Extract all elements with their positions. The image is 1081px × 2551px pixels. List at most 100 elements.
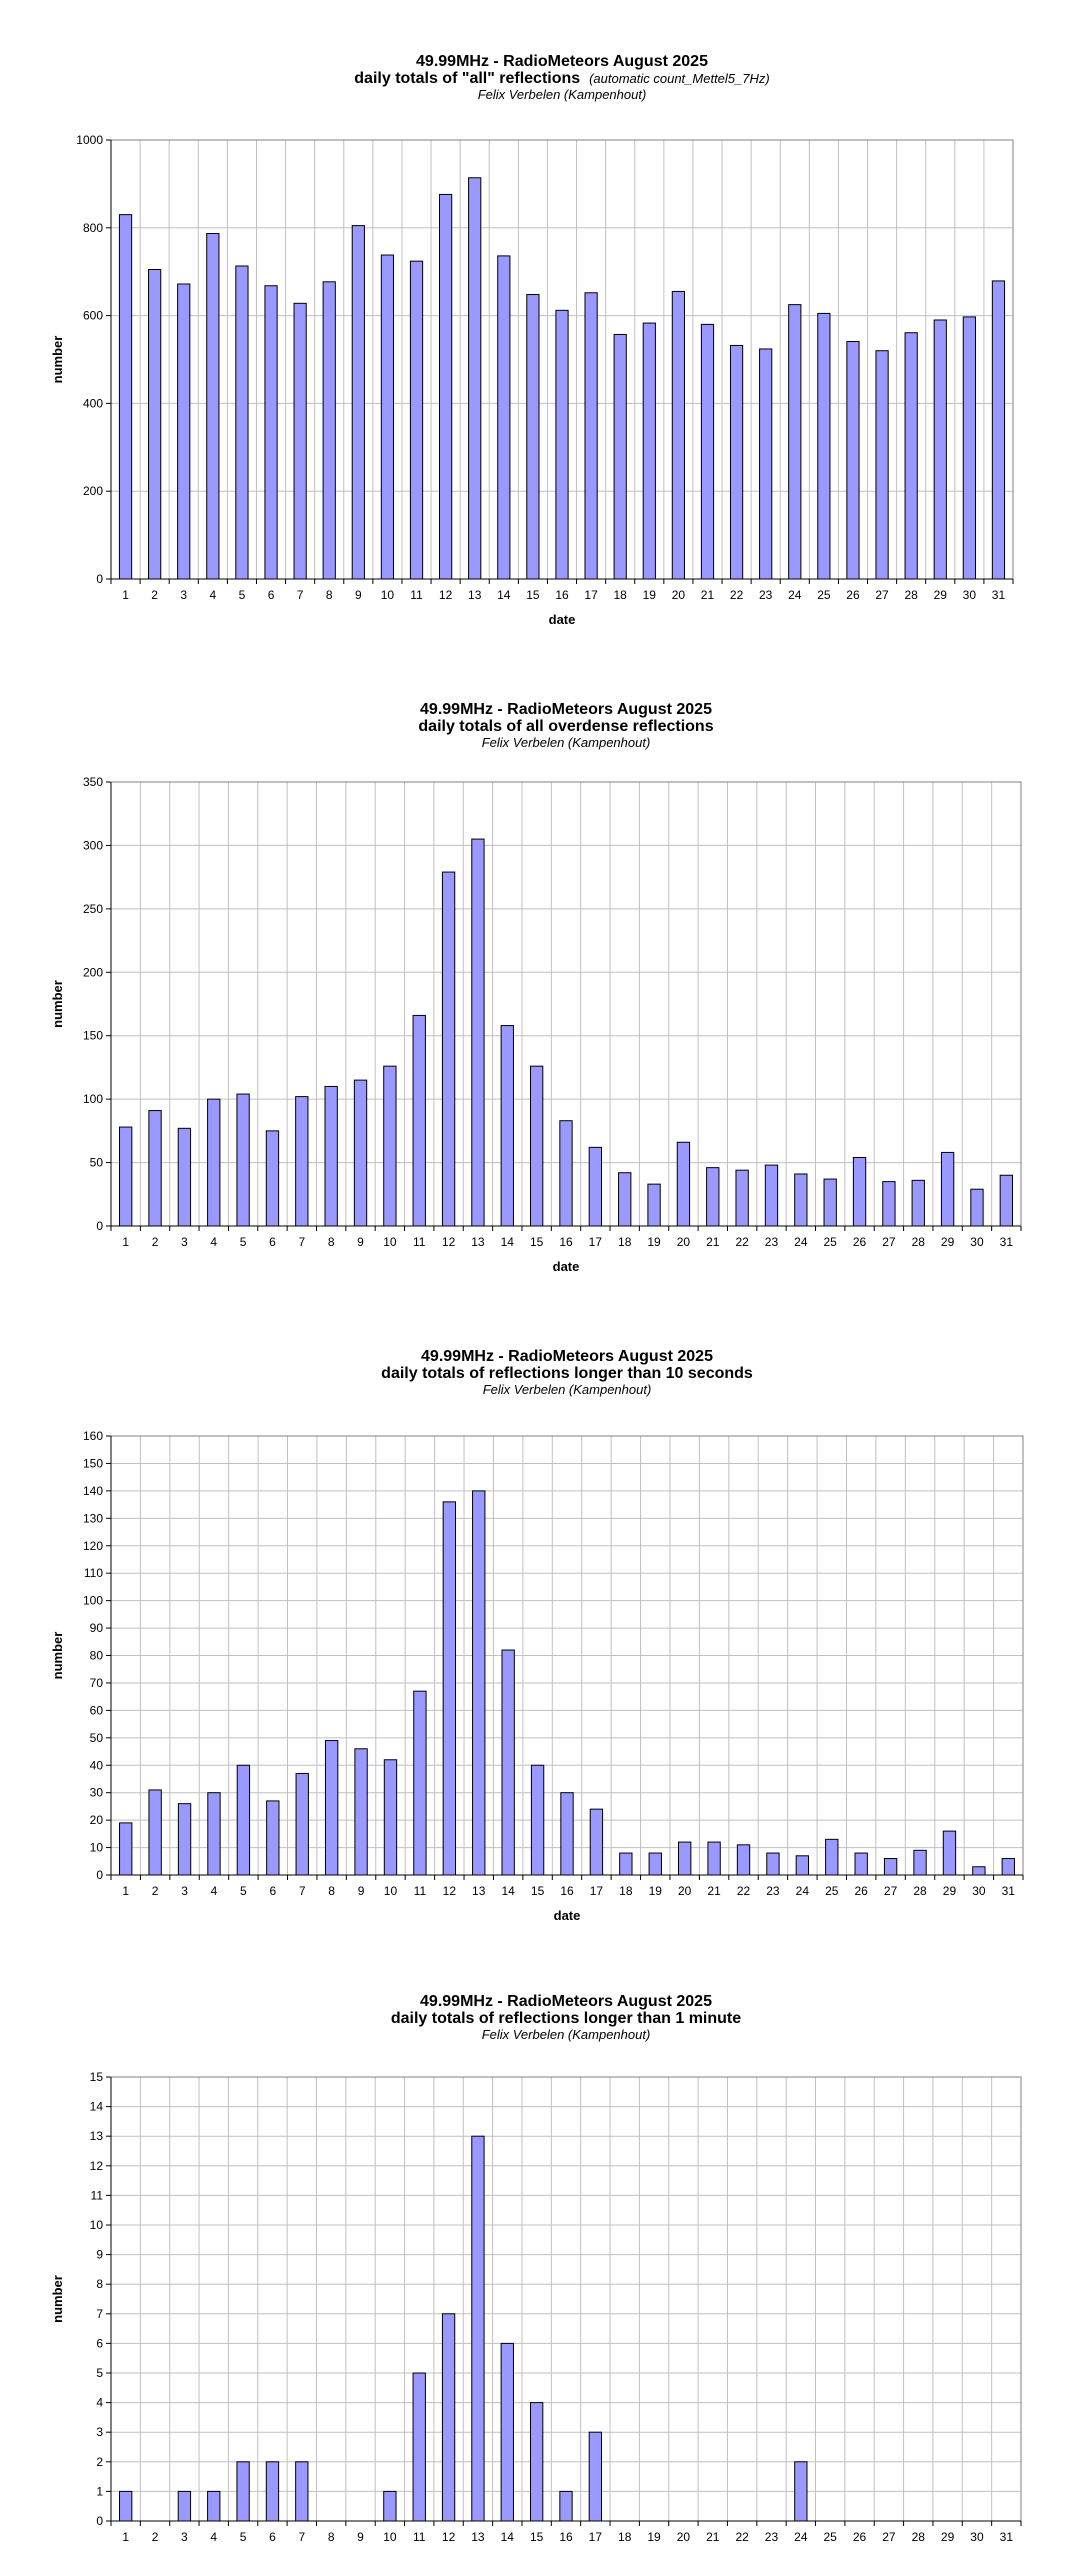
bar-6 <box>266 1800 280 1876</box>
bar-25 <box>825 1838 839 1876</box>
x-tick-label: 30 <box>963 588 977 602</box>
x-tick-label: 16 <box>560 1884 574 1898</box>
y-tick-label: 70 <box>90 1676 104 1690</box>
x-tick-label: 8 <box>326 588 333 602</box>
bar-1 <box>119 1126 133 1227</box>
bar-10 <box>380 254 395 580</box>
y-tick-label: 50 <box>90 1731 104 1745</box>
bar-24 <box>794 1173 808 1227</box>
bar-7 <box>295 2461 309 2522</box>
x-tick-label: 1 <box>122 2530 129 2544</box>
bar-28 <box>913 1849 927 1876</box>
bar-9 <box>353 1079 368 1227</box>
x-tick-label: 29 <box>941 1235 955 1249</box>
bar-22 <box>735 1169 749 1227</box>
bar-7 <box>295 1096 309 1227</box>
bar-26 <box>852 1156 867 1227</box>
x-tick-label: 4 <box>210 1235 217 1249</box>
y-tick-label: 11 <box>91 2188 104 2202</box>
x-tick-label: 28 <box>904 588 918 602</box>
x-tick-label: 20 <box>672 588 686 602</box>
x-tick-label: 2 <box>151 588 158 602</box>
chart-author: Felix Verbelen (Kampenhout) <box>482 2027 651 2042</box>
chart-subtitle-text: daily totals of reflections longer than … <box>381 1365 753 1382</box>
x-tick-label: 29 <box>943 1884 957 1898</box>
chart-subtitle-text: daily totals of "all" reflections <box>354 70 580 87</box>
bar-9 <box>354 1748 368 1876</box>
y-axis-label: number <box>50 1632 65 1680</box>
x-tick-label: 20 <box>677 1235 691 1249</box>
x-tick-label: 5 <box>239 588 246 602</box>
x-tick-label: 3 <box>180 588 187 602</box>
x-tick-label: 17 <box>584 588 598 602</box>
x-tick-label: 20 <box>677 2530 691 2544</box>
bar-19 <box>642 322 656 580</box>
chart-subtitle: daily totals of "all" reflections (autom… <box>354 70 769 87</box>
y-tick-label: 13 <box>90 2129 104 2143</box>
bar-21 <box>707 1841 721 1876</box>
bar-11 <box>412 1014 426 1227</box>
y-tick-label: 300 <box>83 838 103 852</box>
x-tick-label: 12 <box>443 1884 457 1898</box>
y-tick-label: 0 <box>96 2514 103 2528</box>
y-tick-label: 40 <box>90 1758 104 1772</box>
bar-19 <box>647 1183 661 1227</box>
x-tick-label: 14 <box>501 1235 515 1249</box>
bar-15 <box>529 1065 544 1227</box>
bar-17 <box>588 2431 603 2522</box>
y-tick-label: 20 <box>90 1813 104 1827</box>
chart-title: 49.99MHz - RadioMeteors August 2025 <box>420 1993 712 2010</box>
bar-4 <box>207 2490 221 2522</box>
bar-14 <box>497 255 511 580</box>
y-tick-label: 15 <box>90 2070 104 2084</box>
x-tick-label: 26 <box>846 588 860 602</box>
bar-15 <box>529 2402 544 2522</box>
x-tick-label: 6 <box>268 588 275 602</box>
x-tick-label: 8 <box>328 1235 335 1249</box>
bar-12 <box>441 871 456 1227</box>
x-tick-label: 12 <box>442 2530 456 2544</box>
bar-20 <box>671 290 685 580</box>
y-tick-label: 0 <box>96 572 103 586</box>
bar-29 <box>933 319 947 580</box>
x-tick-label: 21 <box>706 2530 720 2544</box>
y-tick-label: 0 <box>96 1868 103 1882</box>
x-tick-label: 28 <box>913 1884 927 1898</box>
chart-subtitle-text: daily totals of reflections longer than … <box>391 2010 741 2027</box>
x-tick-label: 27 <box>875 588 889 602</box>
x-tick-label: 15 <box>530 1235 544 1249</box>
bar-3 <box>177 2490 192 2522</box>
x-tick-label: 2 <box>152 2530 159 2544</box>
x-tick-label: 13 <box>472 1884 486 1898</box>
chart-author: Felix Verbelen (Kampenhout) <box>483 1382 652 1397</box>
bar-1 <box>119 2490 133 2522</box>
x-tick-label: 24 <box>794 2530 808 2544</box>
x-tick-label: 15 <box>531 1884 545 1898</box>
x-tick-label: 22 <box>730 588 744 602</box>
x-tick-label: 4 <box>210 2530 217 2544</box>
bar-12 <box>441 2313 456 2522</box>
y-tick-label: 150 <box>83 1456 103 1470</box>
x-tick-label: 16 <box>559 1235 573 1249</box>
bar-30 <box>970 1188 984 1227</box>
x-tick-label: 11 <box>410 588 423 602</box>
bar-13 <box>468 177 482 580</box>
x-tick-label: 30 <box>970 1235 984 1249</box>
y-tick-label: 100 <box>83 1594 103 1608</box>
x-tick-label: 9 <box>357 2530 364 2544</box>
x-tick-label: 26 <box>853 1235 867 1249</box>
y-tick-label: 50 <box>90 1156 104 1170</box>
bar-5 <box>235 265 249 580</box>
chart-4: 49.99MHz - RadioMeteors August 2025daily… <box>50 1993 1022 2544</box>
y-tick-label: 10 <box>90 1841 104 1855</box>
chart-subtitle-text: daily totals of all overdense reflection… <box>418 718 713 735</box>
bar-13 <box>472 1490 486 1876</box>
bar-23 <box>759 348 773 580</box>
chart-author: Felix Verbelen (Kampenhout) <box>482 735 651 750</box>
chart-subtitle: daily totals of all overdense reflection… <box>418 718 713 735</box>
x-tick-label: 8 <box>328 1884 335 1898</box>
bar-1 <box>118 214 133 580</box>
y-tick-label: 100 <box>83 1092 103 1106</box>
x-tick-label: 19 <box>643 588 657 602</box>
bar-23 <box>764 1164 779 1227</box>
